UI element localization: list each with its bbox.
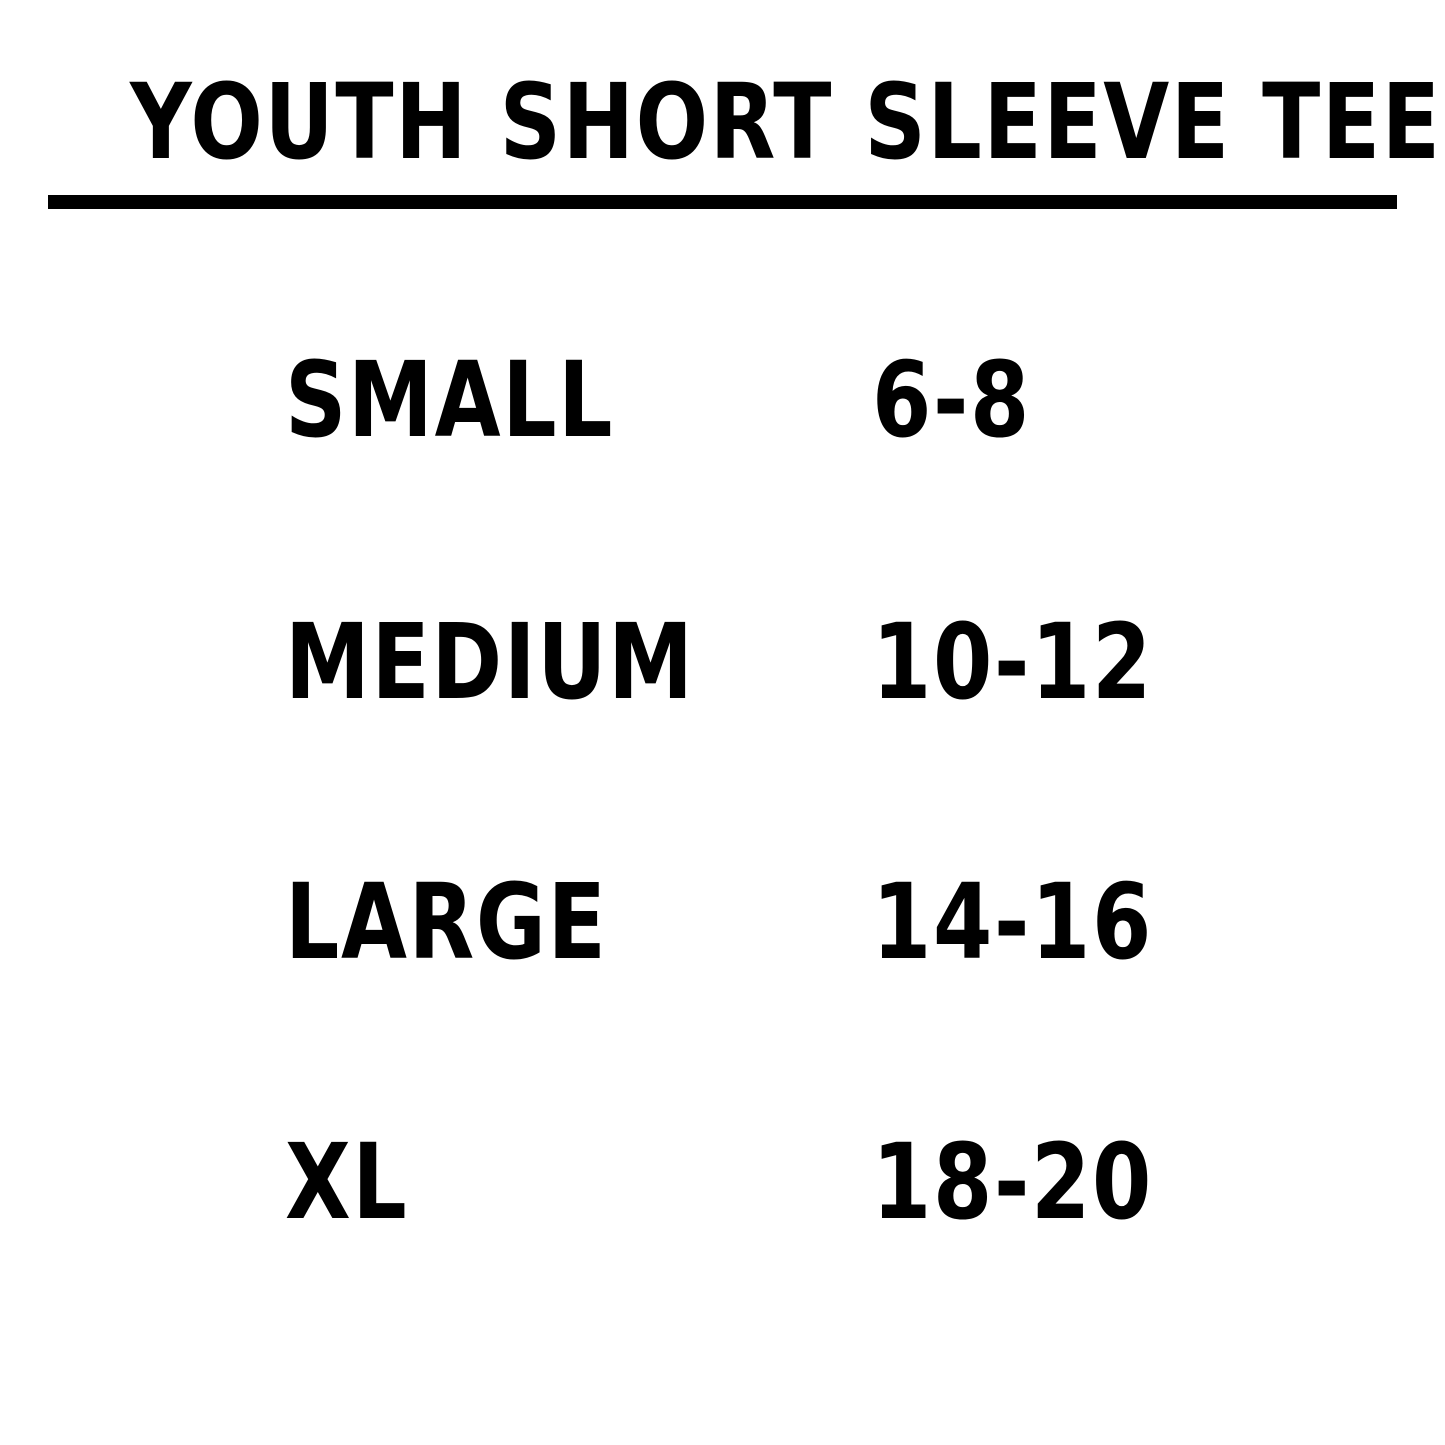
title: YOUTH SHORT SLEEVE TEES [130,61,1445,183]
size-row: MEDIUM 10-12 [0,602,1445,722]
age-range: 6-8 [872,339,1031,461]
size-label: MEDIUM [285,601,695,723]
size-row: SMALL 6-8 [0,340,1445,460]
divider [48,195,1397,209]
age-range: 14-16 [872,861,1153,983]
age-range: 10-12 [872,601,1153,723]
age-range: 18-20 [872,1121,1153,1243]
size-label: SMALL [285,339,615,461]
size-label: LARGE [285,861,608,983]
size-row: LARGE 14-16 [0,862,1445,982]
size-label: XL [285,1121,409,1243]
size-row: XL 18-20 [0,1122,1445,1242]
